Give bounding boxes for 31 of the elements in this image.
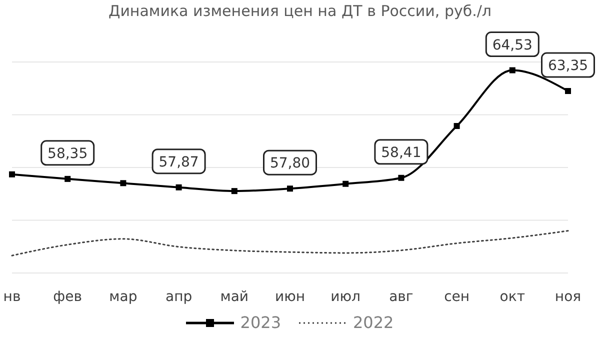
x-tick-label: фев — [53, 288, 82, 305]
x-tick-label: окт — [500, 288, 525, 305]
data-label: 58,35 — [48, 146, 88, 162]
point — [509, 67, 516, 74]
x-tick-label: июн — [274, 288, 306, 305]
point — [565, 88, 571, 94]
x-tick-label: мар — [109, 288, 138, 305]
x-tick-label: апр — [165, 288, 192, 305]
point — [64, 176, 71, 182]
point — [120, 180, 126, 186]
point — [231, 188, 238, 194]
point — [342, 180, 349, 187]
data-label: 58,41 — [381, 144, 422, 161]
data-label: 57,87 — [158, 154, 199, 170]
point — [287, 186, 293, 192]
point — [176, 184, 182, 190]
x-tick-label: ноя — [554, 288, 582, 305]
legend-label: 2022 — [353, 313, 394, 332]
data-label: 57,80 — [270, 156, 310, 172]
x-tick-label: май — [220, 288, 249, 305]
point — [454, 123, 460, 130]
point — [398, 174, 404, 181]
x-tick-label: июл — [330, 288, 361, 305]
x-tick-label: сен — [444, 288, 470, 305]
point — [9, 171, 15, 178]
data-label: 63,35 — [548, 58, 588, 74]
chart-title: Динамика изменения цен на ДТ в России, руб./л — [107, 2, 493, 20]
x-tick-label: авг — [389, 288, 414, 305]
data-label: 64,53 — [492, 37, 532, 54]
x-tick-label: нв — [3, 288, 21, 305]
legend-label: 2023 — [240, 313, 281, 332]
